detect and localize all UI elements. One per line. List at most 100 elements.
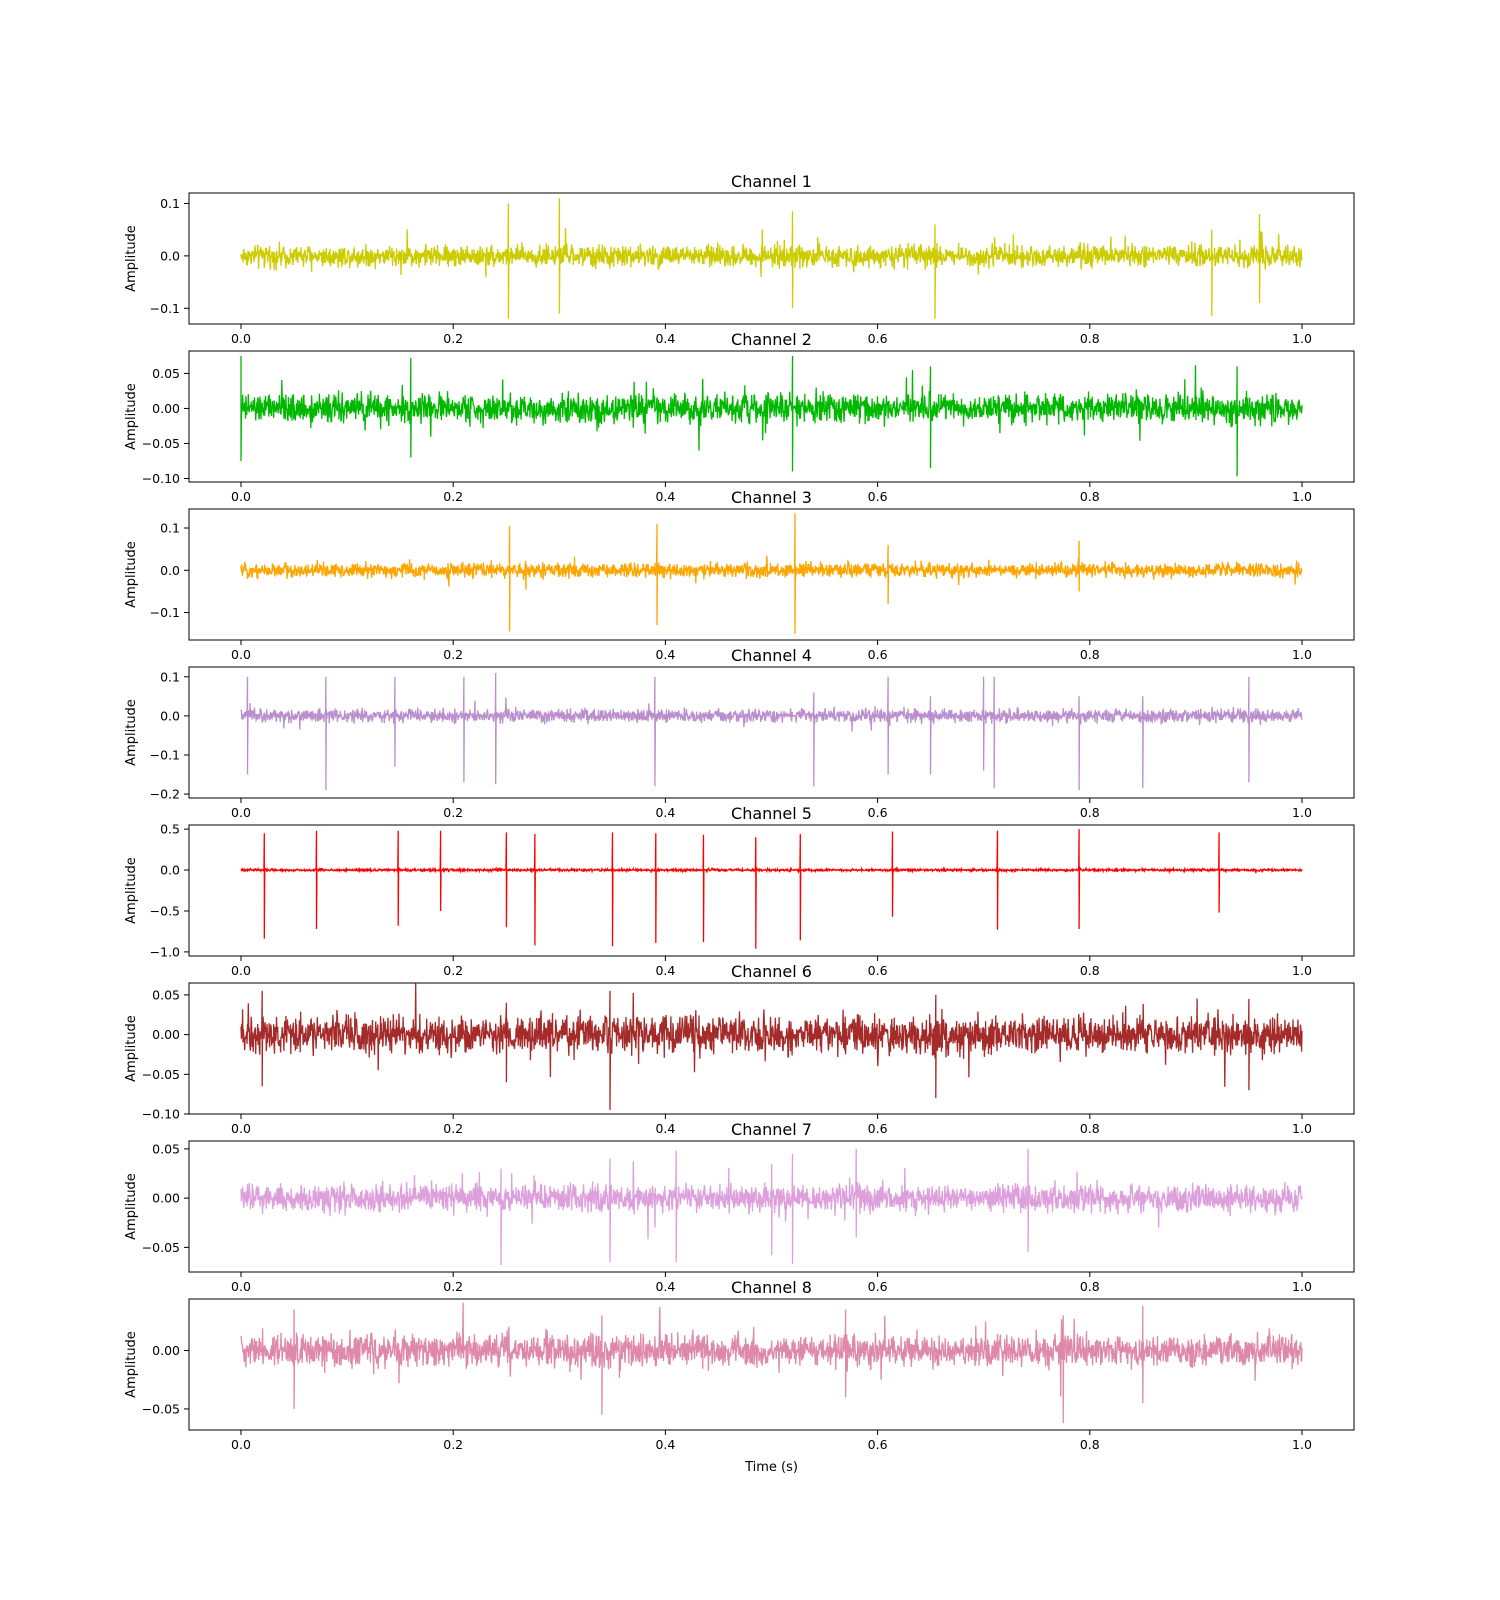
x-tick-label: 0.0: [231, 1121, 251, 1136]
x-tick-label: 0.4: [655, 331, 675, 346]
channel-6-signal-line: [240, 983, 1303, 1111]
channel-7-title: Channel 7: [731, 1120, 812, 1139]
x-tick-label: 1.0: [1292, 805, 1312, 820]
y-tick-label: −0.1: [150, 747, 180, 762]
x-tick-label: 0.2: [443, 1279, 463, 1294]
y-tick-label: −0.1: [150, 301, 180, 316]
y-tick-label: 0.00: [152, 1343, 180, 1358]
x-tick-label: 1.0: [1292, 1437, 1312, 1452]
x-tick-label: 0.2: [443, 963, 463, 978]
y-tick-label: 0.05: [152, 987, 180, 1002]
channel-4-panel: Channel 4 0.1 0.0 −0.1 −0.2 0.0 0.2 0.4 0.6 0.8 1.…: [124, 646, 1355, 820]
y-tick-label: −0.10: [142, 471, 180, 486]
channel-3-axes-frame: [188, 508, 1355, 641]
x-tick-label: 0.2: [443, 1437, 463, 1452]
y-tick-label: 0.1: [160, 196, 180, 211]
y-tick-label: 0.00: [152, 1027, 180, 1042]
y-tick-label: 0.00: [152, 1191, 180, 1206]
x-tick-label: 0.4: [655, 1437, 675, 1452]
y-tick-label: −0.10: [142, 1107, 180, 1122]
channel-1-y-axis-label: Amplitude: [124, 225, 139, 292]
x-tick-label: 1.0: [1292, 1279, 1312, 1294]
channel-6-title: Channel 6: [731, 962, 812, 981]
channel-7-panel: Channel 7 0.05 0.00 −0.05 0.0 0.2 0.4 0.6 0.8 1.0…: [124, 1120, 1355, 1294]
y-tick-label: 0.0: [160, 708, 180, 723]
x-tick-label: 0.6: [868, 805, 888, 820]
channel-8-signal-line: [240, 1302, 1303, 1424]
x-tick-label: 0.8: [1080, 1279, 1100, 1294]
y-tick-label: −0.5: [150, 903, 180, 918]
channel-6-y-axis-label: Amplitude: [124, 1015, 139, 1082]
channel-1-panel: Channel 1 0.1 0.0 −0.1 0.0 0.2 0.4 0.6 0.8 1.0 Amp…: [124, 172, 1355, 346]
y-tick-label: −0.2: [150, 787, 180, 802]
y-tick-label: −0.05: [142, 1401, 180, 1416]
x-tick-label: 0.8: [1080, 331, 1100, 346]
y-tick-label: −0.1: [150, 605, 180, 620]
x-tick-label: 0.2: [443, 647, 463, 662]
x-tick-label: 0.8: [1080, 1121, 1100, 1136]
x-tick-label: 0.6: [868, 963, 888, 978]
x-tick-label: 0.0: [231, 805, 251, 820]
x-tick-label: 0.2: [443, 331, 463, 346]
x-tick-label: 0.4: [655, 489, 675, 504]
channel-3-title: Channel 3: [731, 488, 812, 507]
x-tick-label: 0.0: [231, 647, 251, 662]
y-tick-label: −0.05: [142, 436, 180, 451]
channel-5-panel: Channel 5 0.5 0.0 −0.5 −1.0 0.0 0.2 0.4 0.6 0.8 1.…: [124, 804, 1355, 978]
x-tick-label: 0.4: [655, 1121, 675, 1136]
channel-5-signal-line: [240, 829, 1303, 949]
x-tick-label: 0.2: [443, 1121, 463, 1136]
channel-3-panel: Channel 3 0.1 0.0 −0.1 0.0 0.2 0.4 0.6 0.8 1.0 Amp…: [124, 488, 1355, 662]
x-tick-label: 0.4: [655, 1279, 675, 1294]
channel-1-title: Channel 1: [731, 172, 812, 191]
channel-2-title: Channel 2: [731, 330, 812, 349]
x-tick-label: 0.2: [443, 805, 463, 820]
channel-4-axes-frame: [188, 666, 1355, 799]
y-tick-label: 0.0: [160, 863, 180, 878]
x-tick-label: 0.8: [1080, 647, 1100, 662]
x-tick-label: 0.8: [1080, 805, 1100, 820]
x-tick-label: 0.4: [655, 805, 675, 820]
channel-8-axes-frame: [188, 1298, 1355, 1431]
channel-8-panel: Channel 8 0.00 −0.05 0.0 0.2 0.4 0.6 0.8 1.0 Ampl…: [124, 1278, 1355, 1475]
x-tick-label: 1.0: [1292, 489, 1312, 504]
y-tick-label: 0.05: [152, 366, 180, 381]
x-tick-label: 0.6: [868, 1121, 888, 1136]
channel-2-axes-frame: [188, 350, 1355, 483]
x-tick-label: 1.0: [1292, 1121, 1312, 1136]
channel-7-y-axis-label: Amplitude: [124, 1173, 139, 1240]
channel-2-y-axis-label: Amplitude: [124, 383, 139, 450]
channel-6-axes-frame: [188, 982, 1355, 1115]
x-tick-label: 0.6: [868, 331, 888, 346]
x-tick-label: 0.8: [1080, 1437, 1100, 1452]
channel-5-axes-frame: [188, 824, 1355, 957]
y-tick-label: 0.5: [160, 822, 180, 837]
channel-3-y-axis-label: Amplitude: [124, 541, 139, 608]
channel-3-signal-line: [240, 513, 1303, 634]
x-tick-label: 0.0: [231, 489, 251, 504]
channel-7-axes-frame: [188, 1140, 1355, 1273]
y-tick-label: −0.05: [142, 1240, 180, 1255]
channel-4-title: Channel 4: [731, 646, 812, 665]
x-tick-label: 0.8: [1080, 489, 1100, 504]
x-tick-label: 0.6: [868, 647, 888, 662]
channel-1-signal-line: [240, 198, 1303, 319]
x-tick-label: 1.0: [1292, 647, 1312, 662]
x-tick-label: 0.4: [655, 963, 675, 978]
x-tick-label: 0.0: [231, 331, 251, 346]
channel-2-signal-line: [240, 355, 1303, 477]
x-tick-label: 0.2: [443, 489, 463, 504]
y-tick-label: −1.0: [150, 944, 180, 959]
x-tick-label: 0.6: [868, 1437, 888, 1452]
x-tick-label: 0.8: [1080, 963, 1100, 978]
channel-7-signal-line: [240, 1148, 1303, 1266]
y-tick-label: 0.1: [160, 521, 180, 536]
x-tick-label: 0.0: [231, 963, 251, 978]
x-tick-label: 0.0: [231, 1279, 251, 1294]
x-axis-label: Time (s): [744, 1460, 798, 1475]
x-tick-label: 1.0: [1292, 963, 1312, 978]
x-tick-label: 0.6: [868, 489, 888, 504]
channel-1-axes-frame: [188, 192, 1355, 325]
channel-8-y-axis-label: Amplitude: [124, 1331, 139, 1398]
